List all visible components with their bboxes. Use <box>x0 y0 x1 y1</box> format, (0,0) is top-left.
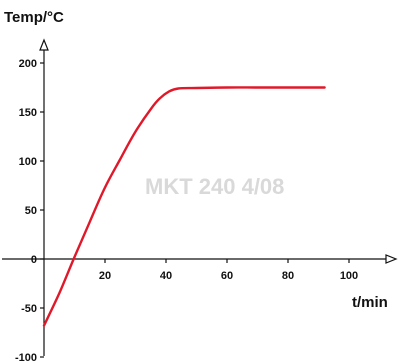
series-line-0 <box>42 86 326 327</box>
x-axis-arrow <box>385 254 398 264</box>
x-tick-label: 20 <box>99 270 111 282</box>
x-tick-label: 40 <box>160 270 172 282</box>
y-tick-label: 150 <box>19 107 37 119</box>
y-tick-label: -50 <box>21 303 37 315</box>
x-tick-label: 80 <box>282 270 294 282</box>
y-tick-label: 0 <box>31 254 37 266</box>
y-tick-label: -100 <box>15 352 37 363</box>
series-group <box>42 86 326 327</box>
y-tick-label: 50 <box>25 205 37 217</box>
y-tick-label: 100 <box>19 156 37 168</box>
x-axis-title: t/min <box>352 294 388 311</box>
y-axis-ticks: -100 -50 0 50 100 150 200 <box>15 58 44 363</box>
y-axis-arrow <box>39 38 49 51</box>
y-axis-title: Temp/°C <box>4 9 64 26</box>
x-axis-ticks: 20 40 60 80 100 <box>99 259 358 282</box>
watermark-label: MKT 240 4/08 <box>145 174 284 199</box>
x-tick-label: 100 <box>340 270 358 282</box>
y-tick-label: 200 <box>19 58 37 70</box>
x-tick-label: 60 <box>221 270 233 282</box>
axes <box>2 38 398 356</box>
